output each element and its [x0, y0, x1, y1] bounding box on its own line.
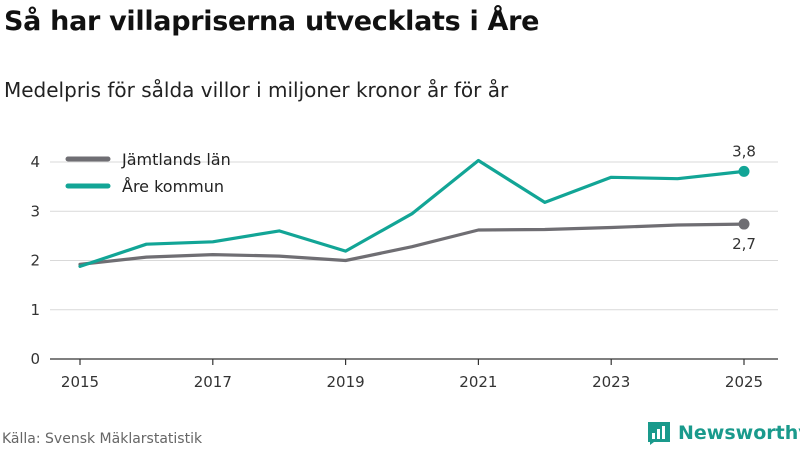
- y-tick-label-0: 0: [30, 350, 40, 368]
- series-line-are: [78, 158, 746, 268]
- data-label-jamtland: 2,7: [732, 235, 756, 253]
- newsworthy-logo-icon: [648, 422, 670, 445]
- series-endpoint-are: [738, 165, 750, 177]
- y-tick-label-4: 4: [30, 153, 40, 171]
- series-line-jamtland: [78, 222, 746, 266]
- y-tick-label-3: 3: [30, 202, 40, 220]
- legend-label-are: Åre kommun: [122, 177, 224, 196]
- x-tick-label-2015: 2015: [61, 373, 99, 391]
- y-tick-label-1: 1: [30, 301, 40, 319]
- x-tick-label-2025: 2025: [725, 373, 763, 391]
- legend-label-jamtland: Jämtlands län: [121, 150, 231, 169]
- x-tick-label-2021: 2021: [459, 373, 497, 391]
- chart-title: Så har villapriserna utvecklats i Åre: [4, 6, 540, 37]
- data-label-are: 3,8: [732, 142, 756, 160]
- x-tick-label-2019: 2019: [327, 373, 365, 391]
- chart-subtitle: Medelpris för sålda villor i miljoner kr…: [4, 78, 509, 102]
- series-endpoint-jamtland: [738, 218, 750, 230]
- brand-name: Newsworthy: [678, 422, 800, 444]
- brand-logo[interactable]: Newsworthy: [646, 420, 800, 446]
- source-note: Källa: Svensk Mäklarstatistik: [2, 431, 203, 447]
- y-tick-label-2: 2: [30, 252, 40, 270]
- x-tick-label-2017: 2017: [194, 373, 232, 391]
- x-tick-label-2023: 2023: [592, 373, 630, 391]
